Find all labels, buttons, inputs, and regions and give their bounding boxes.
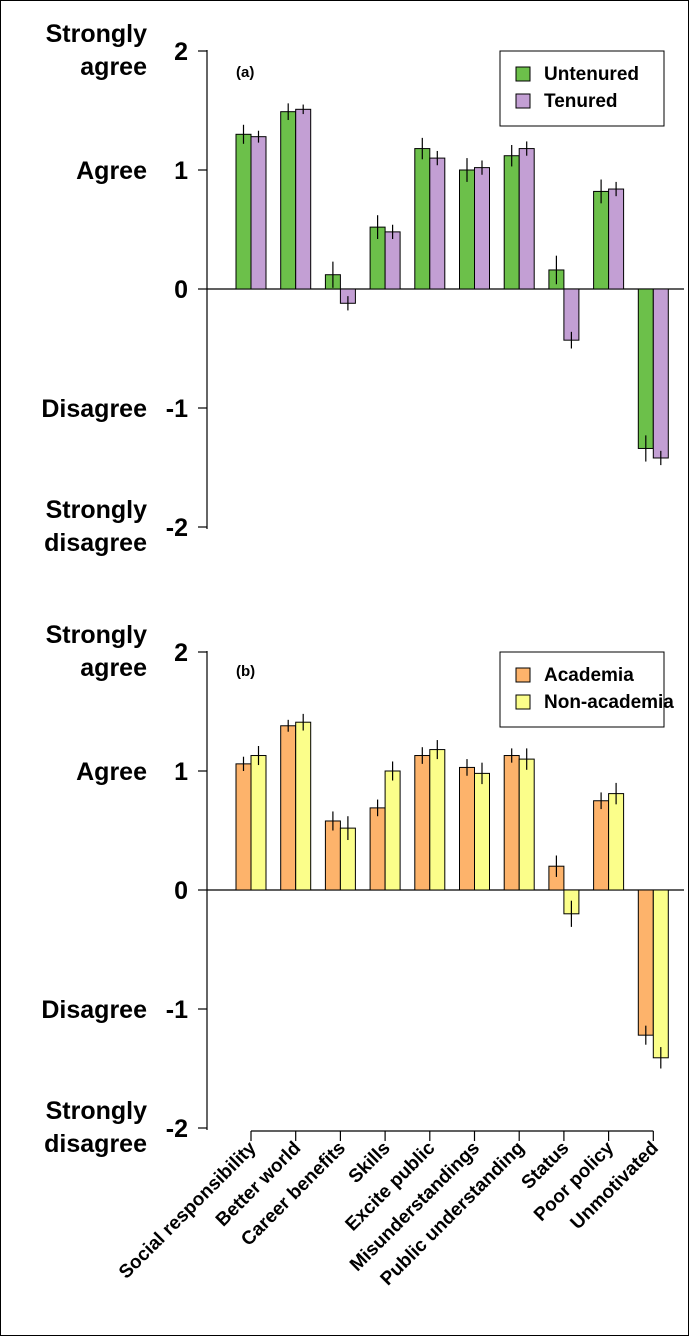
bar-untenured-9 xyxy=(637,288,654,449)
bar-academia-9 xyxy=(637,889,654,1036)
bar-non-academia-8 xyxy=(608,793,625,891)
y-tick-label: 0 xyxy=(174,276,188,304)
chart-panel-b: -2 -1 0 1 2 Strongly agree Agree Disagree Strongl… xyxy=(41,621,684,1290)
level-label: Strongly xyxy=(46,20,147,48)
bar-non-academia-1 xyxy=(295,721,312,891)
bar-academia-1 xyxy=(280,725,297,891)
y-tick-label: -1 xyxy=(166,395,188,423)
y-tick-label: 1 xyxy=(174,758,188,786)
legend-box xyxy=(499,50,665,127)
bar-tenured-8 xyxy=(608,188,625,290)
bar-tenured-4 xyxy=(429,157,446,290)
level-label: Disagree xyxy=(41,996,147,1024)
bar-non-academia-6 xyxy=(518,758,535,891)
legend-swatch xyxy=(515,66,531,82)
y-tick-label: -2 xyxy=(166,514,188,542)
legend-label: Non-academia xyxy=(544,692,674,713)
bar-tenured-1 xyxy=(295,108,312,290)
y-tick-label: 2 xyxy=(174,38,188,66)
y-tick-label: 1 xyxy=(174,157,188,185)
legend-swatch xyxy=(515,667,531,683)
legend-box xyxy=(499,651,665,728)
bar-untenured-4 xyxy=(414,148,431,290)
y-tick-label: -2 xyxy=(166,1115,188,1143)
legend-swatch xyxy=(515,93,531,109)
bar-non-academia-0 xyxy=(250,755,267,891)
bar-academia-3 xyxy=(369,807,386,891)
level-label: agree xyxy=(80,654,147,682)
bar-untenured-1 xyxy=(280,111,297,290)
bar-untenured-6 xyxy=(503,155,520,290)
legend: Academia Non-academia xyxy=(499,651,674,728)
y-tick-label: 2 xyxy=(174,639,188,667)
bar-tenured-3 xyxy=(384,231,401,290)
level-label: agree xyxy=(80,53,147,81)
bar-non-academia-9 xyxy=(652,889,669,1059)
legend: Untenured Tenured xyxy=(499,50,665,127)
bar-academia-5 xyxy=(459,766,475,891)
bar-academia-8 xyxy=(593,800,610,891)
level-label: Strongly xyxy=(46,496,147,524)
legend-label: Academia xyxy=(544,665,634,686)
bar-tenured-6 xyxy=(518,148,535,290)
bar-academia-0 xyxy=(235,763,252,891)
bar-tenured-0 xyxy=(250,136,267,290)
bar-academia-4 xyxy=(414,755,431,891)
bar-non-academia-3 xyxy=(384,770,401,891)
legend-swatch xyxy=(515,694,531,710)
bar-untenured-8 xyxy=(593,190,610,290)
bar-academia-6 xyxy=(503,755,520,891)
level-label: Agree xyxy=(76,157,147,185)
chart-panel-a: -2 -1 0 1 2 Strongly agree Agree Disagree Strongl… xyxy=(41,20,684,557)
bar-academia-2 xyxy=(324,820,341,891)
y-tick-label: 0 xyxy=(174,877,188,905)
legend-label: Tenured xyxy=(544,91,618,112)
bar-untenured-0 xyxy=(235,133,252,290)
y-tick-label: -1 xyxy=(166,996,188,1024)
level-label: Disagree xyxy=(41,395,147,423)
panel-label: (b) xyxy=(236,663,255,680)
level-label: Agree xyxy=(76,758,147,786)
panel-label: (a) xyxy=(236,64,254,81)
bar-non-academia-5 xyxy=(474,772,490,891)
legend-label: Untenured xyxy=(544,64,639,85)
level-label: disagree xyxy=(44,529,147,557)
bar-tenured-9 xyxy=(652,288,669,459)
level-label: disagree xyxy=(44,1130,147,1158)
bar-untenured-5 xyxy=(459,169,475,290)
level-label: Strongly xyxy=(46,1097,147,1125)
bar-tenured-5 xyxy=(474,167,490,290)
bar-non-academia-4 xyxy=(429,749,446,891)
level-label: Strongly xyxy=(46,621,147,649)
